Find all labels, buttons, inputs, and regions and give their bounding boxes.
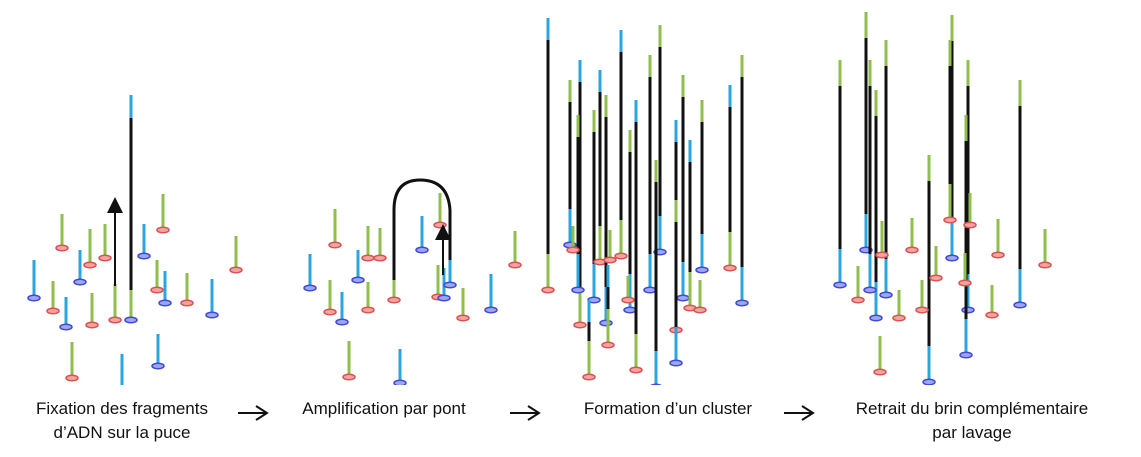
- blue-anchor: [599, 319, 613, 327]
- blue-anchor: [961, 306, 975, 314]
- red-anchor: [180, 299, 194, 307]
- blue-anchor: [922, 378, 936, 385]
- red-anchor: [342, 373, 356, 381]
- caption-step-1-line-1: Fixation des fragments: [36, 399, 208, 418]
- blue-anchor: [484, 306, 498, 314]
- red-anchor: [905, 246, 919, 254]
- ngs-diagram: [27, 12, 1052, 385]
- red-anchor: [892, 314, 906, 322]
- blue-anchor: [623, 306, 637, 314]
- panel-fixation: [27, 95, 243, 385]
- red-anchor: [963, 221, 977, 229]
- blue-anchor: [124, 316, 138, 324]
- red-anchor: [723, 264, 737, 272]
- blue-anchor: [959, 351, 973, 359]
- blue-anchor: [158, 299, 172, 307]
- red-anchor: [323, 308, 337, 316]
- blue-anchor: [443, 281, 457, 289]
- red-anchor: [85, 321, 99, 329]
- caption-step-2-line-1: Amplification par pont: [302, 399, 466, 418]
- red-anchor: [229, 266, 243, 274]
- blue-anchor: [643, 286, 657, 294]
- red-anchor: [693, 306, 707, 314]
- red-anchor: [943, 216, 957, 224]
- red-anchor: [614, 252, 628, 260]
- blue-anchor: [863, 286, 877, 294]
- red-anchor: [1038, 261, 1052, 269]
- red-anchor: [851, 296, 865, 304]
- red-anchor: [373, 254, 387, 262]
- blue-anchor: [437, 294, 451, 302]
- blue-anchor: [335, 318, 349, 326]
- red-anchor: [108, 316, 122, 324]
- panel-amplification: [303, 178, 522, 385]
- blue-anchor: [73, 278, 87, 286]
- blue-anchor: [205, 311, 219, 319]
- red-anchor: [156, 226, 170, 234]
- blue-anchor: [571, 286, 585, 294]
- red-anchor: [991, 251, 1005, 259]
- red-anchor: [601, 341, 615, 349]
- red-anchor: [387, 296, 401, 304]
- red-anchor: [582, 373, 596, 381]
- blue-anchor: [735, 299, 749, 307]
- red-anchor: [541, 286, 555, 294]
- caption-step-1: Fixation des fragments d’ADN sur la puce: [12, 397, 232, 445]
- blue-anchor: [833, 281, 847, 289]
- red-anchor: [456, 314, 470, 322]
- blue-anchor: [27, 294, 41, 302]
- red-anchor: [433, 221, 447, 229]
- red-anchor: [603, 256, 617, 264]
- caption-step-2: Amplification par pont: [274, 397, 494, 421]
- blue-anchor: [945, 254, 959, 262]
- red-anchor: [65, 374, 79, 382]
- red-anchor: [328, 241, 342, 249]
- blue-anchor: [869, 314, 883, 322]
- blue-anchor: [351, 276, 365, 284]
- bridge-strand: [392, 178, 452, 280]
- red-anchor: [621, 296, 635, 304]
- red-anchor: [566, 246, 580, 254]
- panel-retrait: [833, 12, 1052, 385]
- caption-step-4-line-1: Retrait du brin complémentaire: [855, 399, 1089, 418]
- red-anchor: [508, 261, 522, 269]
- red-anchor: [875, 251, 889, 259]
- blue-anchor: [151, 362, 165, 370]
- blue-anchor: [669, 359, 683, 367]
- caption-step-4: Retrait du brin complémentaire par lavag…: [812, 397, 1132, 445]
- blue-anchor: [303, 284, 317, 292]
- right-arrow-icon: [784, 405, 815, 421]
- blue-anchor: [1013, 301, 1027, 309]
- blue-anchor: [879, 291, 893, 299]
- red-anchor: [361, 306, 375, 314]
- caption-step-1-line-2: d’ADN sur la puce: [53, 423, 191, 442]
- red-anchor: [361, 254, 375, 262]
- red-anchor: [83, 261, 97, 269]
- red-anchor: [873, 368, 887, 376]
- panel-cluster: [541, 18, 749, 385]
- blue-anchor: [59, 323, 73, 331]
- red-anchor: [98, 254, 112, 262]
- blue-anchor: [137, 252, 151, 260]
- blue-anchor: [676, 294, 690, 302]
- right-arrow-icon: [510, 405, 541, 421]
- red-anchor: [55, 244, 69, 252]
- blue-anchor: [415, 246, 429, 254]
- red-anchor: [958, 279, 972, 287]
- red-anchor: [629, 366, 643, 374]
- blue-anchor: [695, 266, 709, 274]
- red-anchor: [150, 286, 164, 294]
- red-anchor: [985, 311, 999, 319]
- caption-step-3: Formation d’un cluster: [548, 397, 788, 421]
- red-anchor: [929, 274, 943, 282]
- red-anchor: [573, 321, 587, 329]
- caption-step-3-line-1: Formation d’un cluster: [583, 399, 753, 418]
- red-anchor: [46, 307, 60, 315]
- blue-anchor: [650, 383, 662, 385]
- right-arrow-icon: [238, 405, 269, 421]
- blue-anchor: [393, 379, 407, 385]
- red-anchor: [915, 306, 929, 314]
- caption-step-4-line-2: par lavage: [932, 423, 1012, 442]
